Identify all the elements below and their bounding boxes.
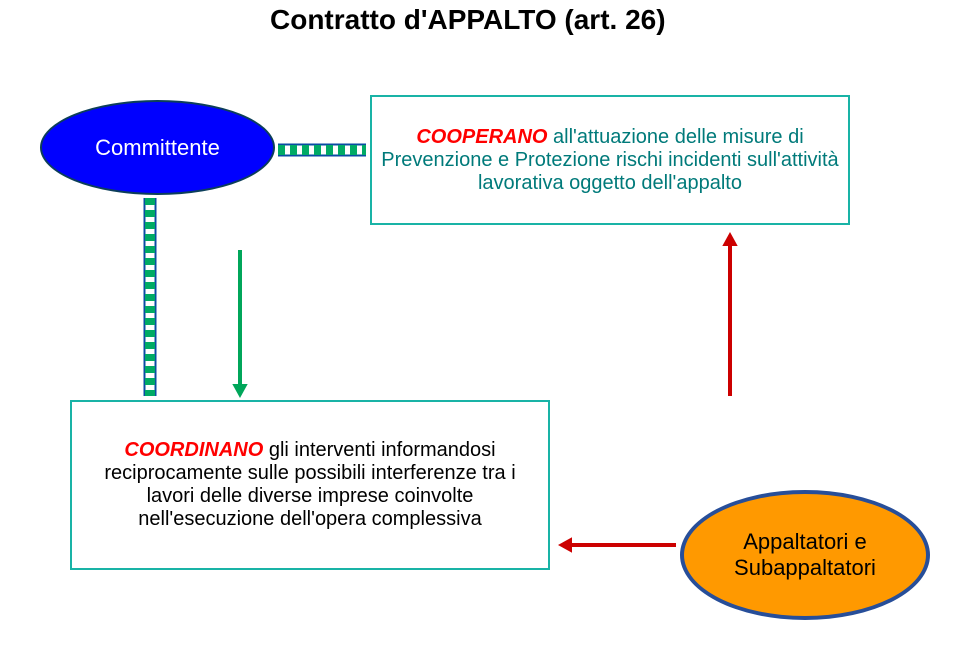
coordinano-text: COORDINANO gli interventi informandosi r… [80,439,540,531]
cooperano-text: COOPERANO all'attuazione delle misure di… [380,126,840,195]
committente-label: Committente [95,135,220,161]
page-title: Contratto d'APPALTO (art. 26) [270,4,666,36]
coordinano-keyword: COORDINANO [124,439,263,461]
coordinano-box: COORDINANO gli interventi informandosi r… [70,400,550,570]
cooperano-box: COOPERANO all'attuazione delle misure di… [370,95,850,225]
appaltatori-line2: Subappaltatori [734,555,876,581]
appaltatori-line1: Appaltatori e [734,529,876,555]
committente-node: Committente [40,100,275,195]
cooperano-keyword: COOPERANO [416,126,547,148]
appaltatori-text: Appaltatori e Subappaltatori [734,529,876,581]
appaltatori-node: Appaltatori e Subappaltatori [680,490,930,620]
